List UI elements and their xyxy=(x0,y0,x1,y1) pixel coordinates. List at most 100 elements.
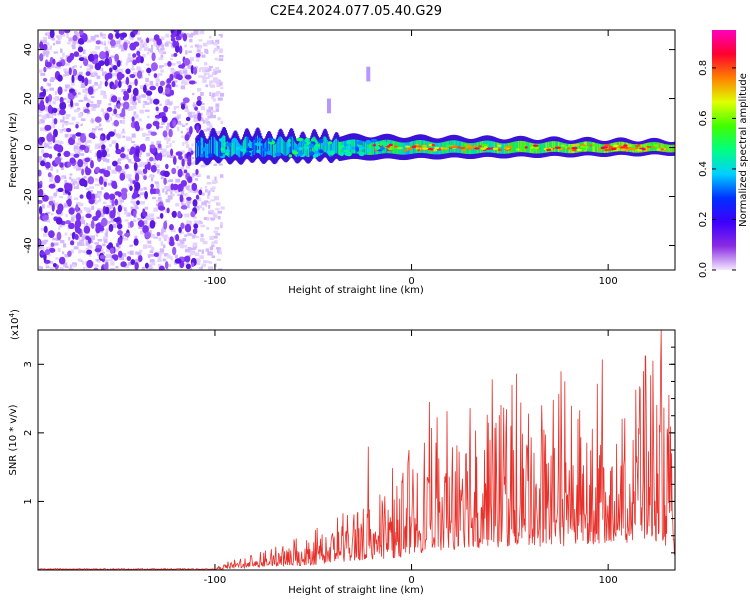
noise-cell xyxy=(192,157,195,160)
noise-cell xyxy=(150,177,154,182)
noise-blob xyxy=(106,133,111,141)
noise-cell xyxy=(140,201,145,205)
signal-core-cell xyxy=(545,142,548,153)
signal-core-cell xyxy=(591,141,594,152)
signal-core-cell xyxy=(509,142,511,154)
signal-core-cell xyxy=(592,142,595,152)
noise-cell xyxy=(162,258,167,262)
noise-cell xyxy=(162,244,166,249)
noise-cell xyxy=(166,139,169,145)
noise-blob xyxy=(43,225,48,234)
noise-cell xyxy=(215,67,220,71)
noise-cell xyxy=(105,49,110,53)
noise-cell xyxy=(131,64,134,69)
noise-cell xyxy=(220,120,224,125)
noise-cell xyxy=(116,211,120,215)
colorbar-label: Normalized spectral amplitude xyxy=(738,73,749,227)
noise-cell xyxy=(65,62,70,66)
noise-cell xyxy=(164,42,169,47)
noise-cell xyxy=(46,101,51,106)
signal-core-cell xyxy=(637,144,640,153)
noise-cell xyxy=(68,104,72,107)
signal-core-cell xyxy=(279,136,281,153)
noise-cell xyxy=(122,135,126,138)
noise-blob xyxy=(155,106,159,112)
signal-blob xyxy=(356,147,360,152)
noise-cell xyxy=(217,210,222,214)
noise-cell xyxy=(78,92,81,95)
noise-cell xyxy=(120,131,126,134)
noise-cell xyxy=(195,208,200,211)
noise-cell xyxy=(48,261,54,264)
noise-cell xyxy=(140,230,144,235)
noise-blob xyxy=(132,59,138,66)
noise-blob xyxy=(98,168,106,174)
signal-hotspot xyxy=(497,144,502,147)
noise-cell xyxy=(181,172,185,176)
noise-cell xyxy=(215,247,221,250)
noise-cell xyxy=(96,193,102,197)
noise-cell xyxy=(165,145,170,148)
noise-cell xyxy=(40,72,46,76)
noise-blob xyxy=(178,154,183,160)
noise-blob xyxy=(172,156,177,165)
signal-core-cell xyxy=(335,138,338,154)
signal-hotspot xyxy=(572,148,577,152)
signal-core-cell xyxy=(307,144,310,158)
noise-cell xyxy=(81,83,86,88)
signal-core-cell xyxy=(296,144,298,157)
signal-core-cell xyxy=(372,142,374,155)
noise-cell xyxy=(124,49,128,52)
signal-hotspot xyxy=(480,147,486,150)
noise-cell xyxy=(110,116,113,121)
noise-blob xyxy=(69,157,76,164)
noise-cell xyxy=(83,96,88,101)
signal-hotspot xyxy=(497,148,503,152)
signal-core-cell xyxy=(490,140,493,153)
signal-core-cell xyxy=(270,140,273,156)
noise-cell xyxy=(127,174,130,178)
noise-cell xyxy=(130,206,134,210)
noise-cell xyxy=(95,178,99,182)
noise-cell xyxy=(119,44,125,48)
signal-blob xyxy=(294,145,299,151)
signal-hotspot xyxy=(620,148,626,151)
noise-blob xyxy=(38,183,43,189)
signal-hotspot xyxy=(515,148,521,151)
signal-blob xyxy=(298,146,303,151)
noise-blob xyxy=(136,70,143,79)
noise-cell xyxy=(68,122,74,125)
noise-cell xyxy=(95,232,99,237)
noise-cell xyxy=(61,128,65,131)
noise-blob xyxy=(101,265,105,270)
noise-cell xyxy=(70,249,74,254)
signal-core-cell xyxy=(227,141,229,157)
signal-core-cell xyxy=(266,140,268,156)
noise-blob xyxy=(183,58,191,66)
signal-hotspot xyxy=(388,143,393,147)
noise-cell xyxy=(165,126,169,131)
noise-cell xyxy=(40,40,46,44)
noise-cell xyxy=(208,67,212,71)
noise-cell xyxy=(122,117,126,120)
noise-cell xyxy=(76,202,81,206)
noise-cell xyxy=(115,133,120,137)
signal-hotspot xyxy=(574,143,580,147)
signal-core-cell xyxy=(331,143,334,157)
signal-hotspot xyxy=(478,145,482,148)
noise-cell xyxy=(79,202,84,207)
noise-cell xyxy=(103,157,107,162)
noise-cell xyxy=(144,102,150,105)
signal-hotspot xyxy=(524,146,528,149)
signal-core-cell xyxy=(277,138,280,155)
signal-blob xyxy=(367,148,372,153)
signal-core-cell xyxy=(306,144,309,158)
noise-cell xyxy=(182,262,186,266)
noise-blob xyxy=(142,84,147,94)
noise-blob xyxy=(115,31,120,39)
signal-blob xyxy=(231,138,237,144)
signal-blob xyxy=(225,148,230,154)
noise-cell xyxy=(76,165,80,170)
noise-cell xyxy=(105,148,109,153)
noise-cell xyxy=(137,165,143,168)
